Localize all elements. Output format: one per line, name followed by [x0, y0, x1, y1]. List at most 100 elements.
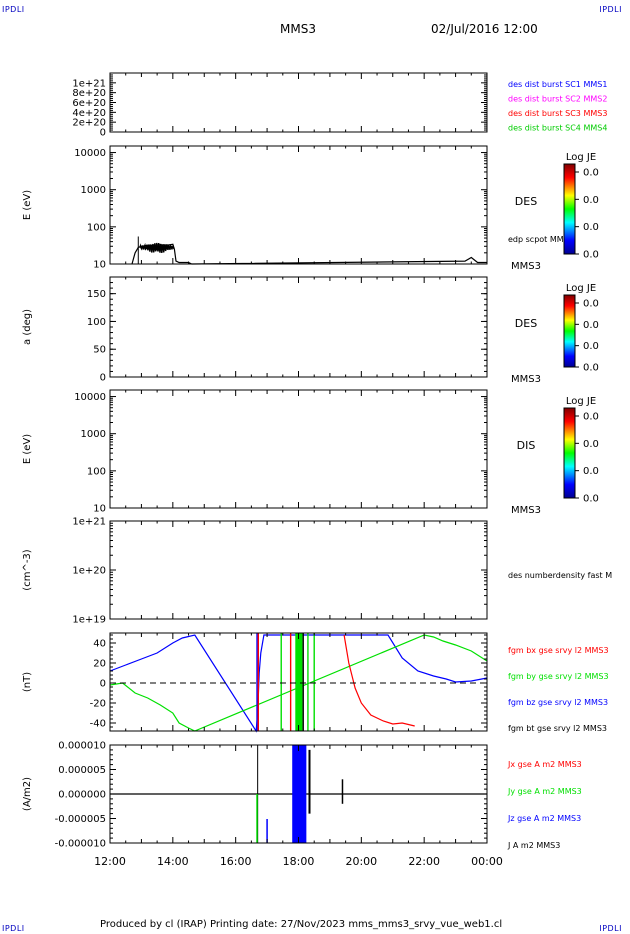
series-line	[109, 634, 488, 733]
instrument-label: DIS	[517, 439, 536, 452]
y-tick-label: -40	[90, 719, 106, 730]
colorbar-tick-label: 0.0	[583, 363, 599, 374]
y-tick-label: 8e+20	[72, 88, 106, 99]
y-axis-label: (cm^-3)	[22, 549, 33, 590]
legend-entry: fgm by gse srvy l2 MMS3	[508, 672, 609, 681]
plot-frame-p1	[109, 72, 488, 133]
y-tick-label: -0.000005	[55, 814, 106, 825]
y-tick-label: 150	[87, 289, 106, 300]
colorbar-tick-label: 0.0	[583, 195, 599, 206]
y-tick-label: 1000	[81, 429, 106, 440]
legend-entry: fgm bt gse srvy l2 MMS3	[508, 724, 607, 733]
colorbar-tick-label: 0.0	[583, 222, 599, 233]
datetime-title: 02/Jul/2016 12:00	[431, 22, 538, 36]
spacecraft-label: MMS3	[511, 505, 541, 516]
series-line	[131, 243, 487, 265]
y-tick-label: 10	[93, 504, 106, 515]
plot-frame-p4	[109, 389, 488, 509]
colorbar	[563, 163, 576, 255]
legend-entry: des dist burst SC2 MMS2	[508, 95, 607, 104]
x-tick-label: 12:00	[94, 855, 126, 868]
x-tick-label: 22:00	[408, 855, 440, 868]
y-tick-label: -0.000010	[55, 839, 106, 850]
footer-text: Produced by cl (IRAP) Printing date: 27/…	[100, 919, 503, 930]
colorbar-tick-label: 0.0	[583, 250, 599, 261]
colorbar-tick-label: 0.0	[583, 168, 599, 179]
y-tick-label: 0.000000	[58, 790, 106, 801]
instrument-label: DES	[515, 317, 537, 330]
colorbar	[563, 294, 576, 368]
legend-entry: des dist burst SC3 MMS3	[508, 109, 607, 118]
colorbar-tick-label: 0.0	[583, 320, 599, 331]
y-tick-label: 6e+20	[72, 98, 106, 109]
colorbar-tick-label: 0.0	[583, 412, 599, 423]
y-tick-label: 10000	[74, 392, 106, 403]
x-tick-label: 16:00	[220, 855, 252, 868]
noisy-series-segment	[139, 242, 175, 254]
spacecraft-title: MMS3	[280, 22, 316, 36]
series-line	[109, 634, 488, 732]
y-tick-label: 1e+20	[72, 566, 106, 577]
y-tick-label: 0	[100, 373, 106, 384]
y-tick-label: 50	[93, 345, 106, 356]
y-tick-label: -20	[90, 699, 106, 710]
plot-frame-p3	[109, 276, 488, 378]
corner-label-bottom-left: IPDLI	[2, 924, 25, 933]
colorbar-tick-label: 0.0	[583, 494, 599, 505]
y-axis-label: E (eV)	[22, 434, 33, 464]
colorbar-tick-label: 0.0	[583, 439, 599, 450]
field-burst-block	[296, 633, 303, 731]
plot-frame-p5	[109, 520, 488, 620]
y-tick-label: 0.000010	[58, 741, 106, 752]
y-axis-label: a (deg)	[22, 309, 33, 345]
colorbar-tick-label: 0.0	[583, 299, 599, 310]
legend-entry: Jz gse A m2 MMS3	[507, 814, 581, 823]
y-tick-label: 100	[87, 466, 106, 477]
y-axis-label: E (eV)	[22, 190, 33, 220]
spacecraft-label: MMS3	[511, 374, 541, 385]
colorbar-tick-label: 0.0	[583, 466, 599, 477]
colorbar-title: Log JE	[566, 396, 596, 407]
legend-entry: Jx gse A m2 MMS3	[507, 760, 582, 769]
spacecraft-label: MMS3	[511, 261, 541, 272]
colorbar-title: Log JE	[566, 152, 596, 163]
series-line	[343, 634, 415, 727]
y-tick-label: 4e+20	[72, 108, 106, 119]
y-tick-label: 0.000005	[58, 765, 106, 776]
x-tick-label: 18:00	[283, 855, 315, 868]
legend-entry: Jy gse A m2 MMS3	[507, 787, 582, 796]
x-tick-label: 20:00	[345, 855, 377, 868]
y-tick-label: 40	[93, 639, 106, 650]
instrument-label: DES	[515, 195, 537, 208]
y-tick-label: 100	[87, 317, 106, 328]
y-tick-label: 0	[100, 128, 106, 139]
y-tick-label: 10	[93, 260, 106, 271]
y-tick-label: 1e+21	[72, 517, 106, 528]
x-tick-label: 14:00	[157, 855, 189, 868]
corner-label-top-left: IPDLI	[2, 5, 25, 14]
y-tick-label: 1e+19	[72, 615, 106, 626]
current-burst-block	[292, 745, 307, 843]
y-axis-label: (nT)	[22, 672, 33, 692]
legend-entry: des dist burst SC4 MMS4	[508, 124, 607, 133]
legend-entry: fgm bz gse srvy l2 MMS3	[508, 698, 608, 707]
y-tick-label: 1e+21	[72, 78, 106, 89]
y-tick-label: 0	[100, 679, 106, 690]
legend-entry: J A m2 MMS3	[507, 841, 560, 850]
legend-entry: fgm bx gse srvy l2 MMS3	[508, 646, 609, 655]
colorbar-tick-label: 0.0	[583, 341, 599, 352]
y-tick-label: 1000	[81, 185, 106, 196]
y-tick-label: 20	[93, 659, 106, 670]
y-tick-label: 10000	[74, 148, 106, 159]
y-axis-label: (A/m2)	[22, 777, 33, 811]
legend-entry: des dist burst SC1 MMS1	[508, 80, 607, 89]
corner-label-top-right: IPDLI	[599, 5, 622, 14]
y-tick-label: 2e+20	[72, 118, 106, 129]
x-tick-label: 00:00	[471, 855, 503, 868]
overlay-series-label: edp scpot MMS3	[508, 235, 574, 244]
corner-label-bottom-right: IPDLI	[599, 924, 622, 933]
y-tick-label: 100	[87, 222, 106, 233]
colorbar	[563, 407, 576, 499]
